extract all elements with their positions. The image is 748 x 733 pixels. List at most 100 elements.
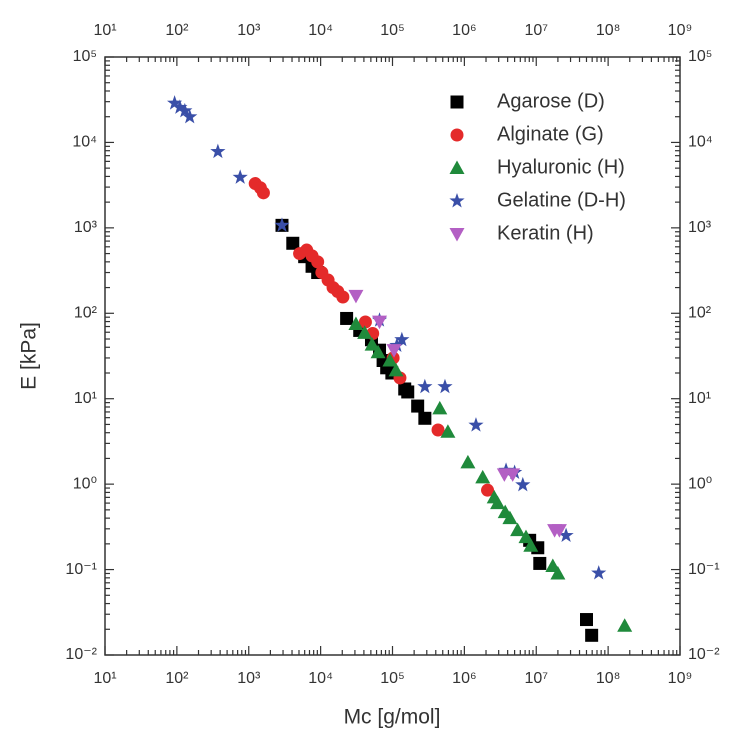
series bbox=[167, 95, 607, 580]
point bbox=[468, 417, 484, 432]
x-tick-label-top: 10⁷ bbox=[524, 22, 548, 39]
legend-label: Hyaluronic (H) bbox=[497, 156, 625, 178]
y-tick-label-right: 10² bbox=[688, 305, 712, 322]
y-tick-label: 10¹ bbox=[74, 390, 97, 407]
point bbox=[533, 556, 547, 570]
point bbox=[286, 236, 300, 250]
point bbox=[370, 344, 386, 359]
legend-marker bbox=[449, 193, 465, 208]
x-tick-label: 10⁴ bbox=[308, 670, 333, 687]
legend-label: Alginate (G) bbox=[497, 123, 604, 145]
x-tick-label-top: 10⁸ bbox=[596, 22, 621, 39]
legend-marker bbox=[450, 128, 464, 142]
point bbox=[505, 468, 521, 482]
point bbox=[364, 337, 380, 351]
point bbox=[167, 95, 183, 110]
x-tick-label: 10¹ bbox=[93, 670, 116, 687]
point bbox=[481, 483, 495, 497]
point bbox=[232, 169, 248, 184]
y-tick-label-right: 10⁵ bbox=[688, 48, 712, 65]
x-tick-label-top: 10⁴ bbox=[308, 22, 333, 39]
series bbox=[348, 289, 567, 538]
point bbox=[579, 613, 593, 627]
point bbox=[311, 255, 325, 269]
point bbox=[182, 108, 198, 124]
y-tick-label: 10⁻² bbox=[65, 646, 97, 663]
point bbox=[358, 315, 372, 329]
y-tick-label-right: 10⁻² bbox=[688, 646, 720, 663]
point bbox=[172, 99, 188, 114]
x-tick-label: 10² bbox=[165, 670, 189, 687]
x-tick-label: 10⁹ bbox=[668, 670, 693, 687]
x-tick-label-top: 10¹ bbox=[93, 22, 116, 39]
legend-label: Gelatine (D-H) bbox=[497, 189, 626, 211]
point bbox=[357, 325, 373, 339]
legend-marker bbox=[450, 95, 464, 109]
point bbox=[348, 289, 364, 304]
point bbox=[418, 411, 432, 425]
y-tick-label: 10² bbox=[74, 305, 98, 322]
point bbox=[518, 529, 534, 544]
point bbox=[401, 385, 415, 399]
point bbox=[550, 565, 566, 580]
y-tick-label-right: 10⁻¹ bbox=[688, 561, 720, 578]
point bbox=[617, 618, 633, 632]
point bbox=[460, 454, 476, 469]
point bbox=[372, 315, 388, 330]
point bbox=[510, 522, 526, 537]
y-axis-label: E [kPa] bbox=[18, 322, 41, 390]
point bbox=[210, 143, 226, 159]
point bbox=[382, 353, 398, 367]
point bbox=[394, 331, 410, 347]
point bbox=[558, 527, 574, 543]
point bbox=[274, 217, 290, 232]
series bbox=[348, 316, 633, 632]
point bbox=[432, 400, 448, 415]
y-tick-label: 10⁵ bbox=[73, 48, 97, 65]
x-tick-label: 10⁸ bbox=[596, 670, 621, 687]
legend-marker bbox=[449, 160, 465, 174]
point bbox=[502, 510, 518, 525]
legend-label: Keratin (H) bbox=[497, 222, 594, 244]
point bbox=[348, 316, 364, 330]
y-tick-label-right: 10¹ bbox=[688, 390, 711, 407]
point bbox=[440, 424, 456, 438]
legend: Agarose (D) Alginate (G) Hyaluronic (H) Gel… bbox=[449, 90, 626, 244]
y-tick-label-right: 10³ bbox=[688, 219, 712, 236]
point bbox=[515, 476, 531, 492]
point bbox=[490, 495, 506, 510]
x-tick-label-top: 10³ bbox=[237, 22, 261, 39]
legend-label: Agarose (D) bbox=[497, 90, 605, 112]
x-tick-label: 10³ bbox=[237, 670, 261, 687]
y-tick-label-right: 10⁴ bbox=[688, 134, 713, 151]
y-tick-label: 10⁴ bbox=[72, 134, 97, 151]
legend-marker bbox=[449, 228, 465, 242]
point bbox=[340, 311, 354, 325]
point bbox=[417, 378, 433, 394]
point bbox=[177, 102, 193, 118]
point bbox=[591, 565, 607, 580]
point bbox=[386, 344, 402, 358]
point bbox=[256, 186, 270, 200]
y-tick-label: 10⁻¹ bbox=[65, 561, 97, 578]
point bbox=[336, 290, 350, 304]
x-tick-label-top: 10⁹ bbox=[668, 22, 693, 39]
x-tick-label: 10⁷ bbox=[524, 670, 548, 687]
y-tick-label: 10⁰ bbox=[73, 475, 97, 492]
point bbox=[431, 423, 445, 437]
point bbox=[475, 469, 491, 484]
x-tick-label-top: 10² bbox=[165, 22, 189, 39]
point bbox=[411, 399, 425, 413]
x-tick-label: 10⁵ bbox=[380, 670, 404, 687]
x-axis-label: Mc [g/mol] bbox=[344, 706, 441, 729]
x-tick-label-top: 10⁵ bbox=[380, 22, 404, 39]
x-tick-label-top: 10⁶ bbox=[452, 22, 476, 39]
series bbox=[248, 177, 495, 497]
point bbox=[388, 362, 404, 377]
point bbox=[585, 628, 599, 642]
point bbox=[437, 378, 453, 394]
point bbox=[523, 538, 539, 552]
point bbox=[551, 524, 567, 538]
x-tick-label: 10⁶ bbox=[452, 670, 476, 687]
